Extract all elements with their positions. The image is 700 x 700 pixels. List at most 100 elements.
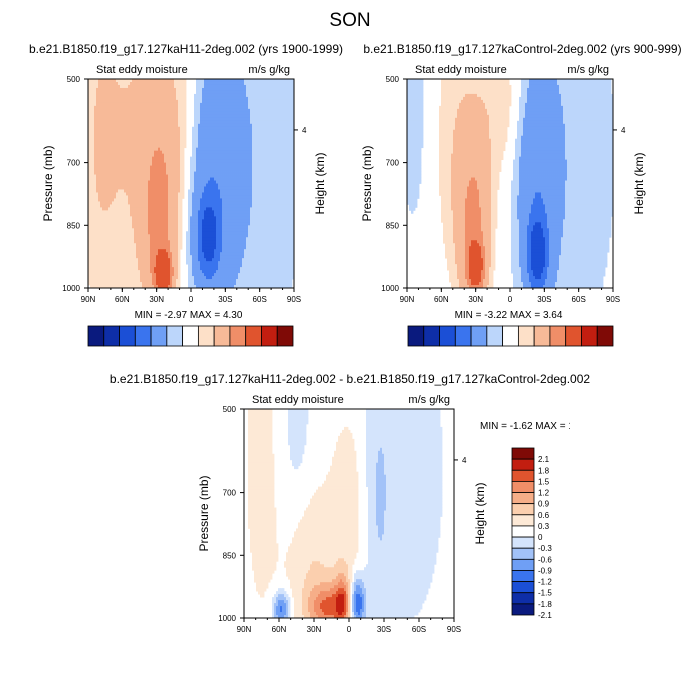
contour-cell — [142, 96, 145, 101]
contour-cell — [106, 96, 109, 101]
contour-cell — [106, 147, 109, 152]
contour-cell — [170, 171, 173, 175]
contour-cell — [158, 165, 161, 169]
contour-cell — [158, 135, 161, 140]
contour-cell — [146, 129, 149, 134]
contour-cell — [194, 105, 197, 110]
contour-cell — [230, 195, 233, 199]
contour-cell — [204, 285, 207, 289]
contour-cell — [110, 273, 113, 277]
contour-cell — [184, 135, 187, 140]
contour-cell — [144, 147, 147, 152]
contour-cell — [110, 255, 113, 259]
contour-cell — [108, 189, 111, 193]
contour-cell — [162, 204, 165, 208]
contour-cell — [92, 237, 95, 241]
contour-cell — [194, 198, 197, 202]
contour-cell — [212, 219, 215, 223]
contour-cell — [108, 81, 111, 86]
contour-cell — [144, 129, 147, 134]
contour-cell — [176, 114, 179, 119]
contour-cell — [92, 231, 95, 235]
contour-cell — [202, 234, 205, 238]
contour-cell — [166, 111, 169, 116]
contour-cell — [102, 153, 105, 158]
contour-cell — [158, 195, 161, 199]
contour-cell — [202, 201, 205, 205]
contour-cell — [208, 79, 211, 83]
contour-cell — [182, 108, 185, 113]
contour-cell — [168, 252, 171, 256]
contour-cell — [134, 93, 137, 98]
contour-cell — [168, 129, 171, 134]
contour-cell — [100, 168, 103, 172]
contour-cell — [92, 96, 95, 101]
contour-cell — [178, 258, 181, 262]
contour-cell — [102, 270, 105, 274]
contour-cell — [220, 195, 223, 199]
contour-cell — [214, 141, 217, 146]
contour-cell — [220, 153, 223, 158]
contour-cell — [158, 246, 161, 250]
contour-cell — [116, 99, 119, 104]
contour-cell — [162, 243, 165, 247]
contour-cell — [108, 79, 111, 83]
contour-cell — [148, 222, 151, 226]
contour-cell — [166, 79, 169, 83]
contour-cell — [202, 111, 205, 116]
contour-cell — [160, 144, 163, 149]
contour-cell — [180, 231, 183, 235]
contour-cell — [90, 159, 93, 163]
contour-cell — [88, 276, 91, 280]
contour-cell — [142, 192, 145, 196]
contour-cell — [122, 99, 125, 104]
contour-cell — [218, 81, 221, 86]
contour-cell — [160, 237, 163, 241]
contour-cell — [102, 111, 105, 116]
contour-cell — [182, 93, 185, 98]
contour-cell — [210, 102, 213, 107]
contour-cell — [148, 261, 151, 265]
contour-cell — [212, 105, 215, 110]
contour-cell — [158, 201, 161, 205]
contour-cell — [132, 246, 135, 250]
contour-cell — [218, 156, 221, 161]
contour-cell — [232, 240, 235, 244]
contour-cell — [134, 138, 137, 143]
contour-cell — [116, 114, 119, 119]
contour-cell — [168, 243, 171, 247]
contour-cell — [232, 195, 235, 199]
contour-cell — [204, 213, 207, 217]
contour-cell — [178, 255, 181, 259]
contour-cell — [108, 282, 111, 286]
contour-cell — [212, 240, 215, 244]
contour-cell — [96, 279, 99, 283]
contour-cell — [138, 90, 141, 95]
contour-cell — [170, 216, 173, 220]
contour-cell — [140, 81, 143, 86]
contour-cell — [168, 138, 171, 143]
contour-cell — [90, 183, 93, 187]
contour-cell — [116, 171, 119, 175]
contour-cell — [160, 213, 163, 217]
contour-cell — [172, 231, 175, 235]
contour-cell — [236, 144, 239, 149]
contour-cell — [112, 126, 115, 131]
contour-cell — [208, 141, 211, 146]
contour-cell — [124, 132, 127, 137]
contour-cell — [212, 84, 215, 89]
contour-cell — [220, 168, 223, 172]
contour-cell — [102, 123, 105, 128]
contour-cell — [110, 201, 113, 205]
contour-cell — [180, 120, 183, 125]
contour-cell — [150, 237, 153, 241]
contour-cell — [98, 81, 101, 86]
contour-cell — [100, 183, 103, 187]
contour-cell — [172, 114, 175, 119]
contour-cell — [162, 81, 165, 86]
contour-cell — [124, 141, 127, 146]
contour-cell — [160, 111, 163, 116]
contour-cell — [170, 79, 173, 83]
contour-cell — [176, 186, 179, 190]
contour-cell — [226, 195, 229, 199]
